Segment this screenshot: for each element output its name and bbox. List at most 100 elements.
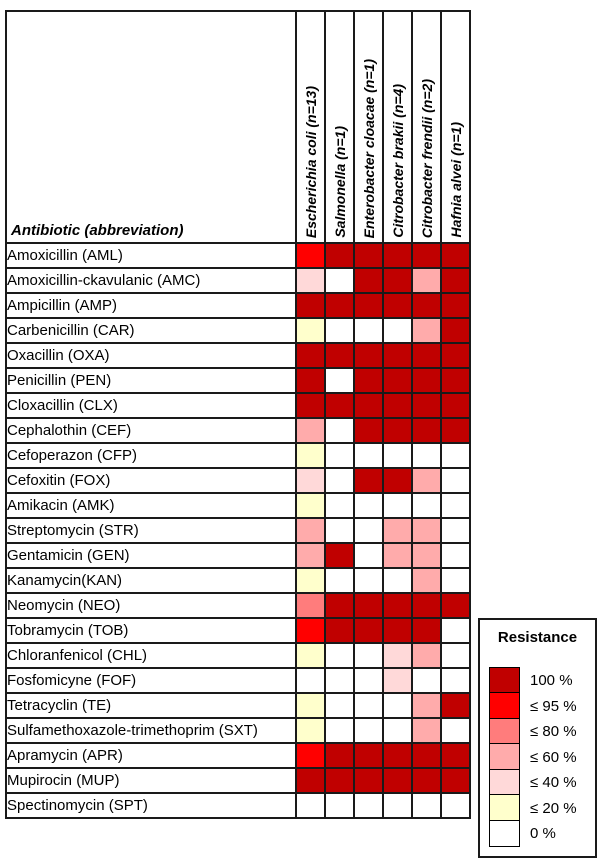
- resistance-cell: [295, 567, 326, 594]
- resistance-cell: [440, 717, 471, 744]
- resistance-cell: [440, 242, 471, 269]
- resistance-cell: [324, 692, 355, 719]
- resistance-cell: [382, 717, 413, 744]
- table-row: Apramycin (APR): [5, 742, 471, 769]
- resistance-cell: [440, 667, 471, 694]
- legend-entry: 100 %: [489, 666, 595, 694]
- resistance-cell: [353, 392, 384, 419]
- resistance-cell: [411, 317, 442, 344]
- resistance-cell: [324, 242, 355, 269]
- antibiotic-label: Oxacillin (OXA): [5, 342, 297, 369]
- resistance-cell: [411, 692, 442, 719]
- legend-entry: 0 %: [489, 819, 595, 847]
- resistance-cell: [440, 467, 471, 494]
- legend-title: Resistance: [497, 629, 578, 646]
- table-row: Streptomycin (STR): [5, 517, 471, 544]
- resistance-cell: [324, 367, 355, 394]
- antibiotic-label: Cloxacillin (CLX): [5, 392, 297, 419]
- resistance-cell: [440, 417, 471, 444]
- resistance-cell: [382, 392, 413, 419]
- resistance-cell: [324, 717, 355, 744]
- resistance-cell: [440, 392, 471, 419]
- resistance-cell: [324, 292, 355, 319]
- resistance-cell: [353, 267, 384, 294]
- table-body: Amoxicillin (AML) Amoxicillin-ckavulanic …: [5, 242, 471, 819]
- antibiotic-label: Spectinomycin (SPT): [5, 792, 297, 819]
- resistance-cell: [324, 667, 355, 694]
- resistance-cell: [295, 517, 326, 544]
- resistance-cell: [295, 792, 326, 819]
- resistance-cell: [295, 292, 326, 319]
- resistance-cell: [324, 592, 355, 619]
- legend-swatch: [489, 717, 520, 745]
- resistance-cell: [411, 442, 442, 469]
- header-row: Antibiotic (abbreviation) Escherichia co…: [5, 10, 471, 244]
- resistance-legend: Resistance 100 % ≤ 95 % ≤ 80 % ≤ 60 % ≤ 40 %…: [478, 618, 597, 858]
- resistance-cell: [324, 442, 355, 469]
- legend-label: ≤ 40 %: [530, 774, 577, 792]
- resistance-cell: [324, 267, 355, 294]
- resistance-cell: [382, 417, 413, 444]
- resistance-cell: [411, 392, 442, 419]
- resistance-cell: [324, 392, 355, 419]
- legend-swatch: [489, 794, 520, 821]
- resistance-cell: [324, 342, 355, 369]
- resistance-cell: [295, 642, 326, 669]
- legend-entry: ≤ 80 %: [489, 717, 595, 745]
- antibiotic-label: Cefoperazon (CFP): [5, 442, 297, 469]
- resistance-cell: [324, 767, 355, 794]
- resistance-cell: [411, 642, 442, 669]
- resistance-cell: [382, 542, 413, 569]
- resistance-cell: [411, 342, 442, 369]
- resistance-cell: [295, 342, 326, 369]
- resistance-cell: [411, 267, 442, 294]
- column-header-3: Citrobacter brakii (n=4): [382, 10, 413, 244]
- resistance-cell: [295, 392, 326, 419]
- resistance-cell: [353, 742, 384, 769]
- resistance-cell: [411, 617, 442, 644]
- resistance-cell: [411, 567, 442, 594]
- resistance-cell: [440, 617, 471, 644]
- resistance-cell: [295, 492, 326, 519]
- antibiotic-label: Chloranfenicol (CHL): [5, 642, 297, 669]
- table-row: Tobramycin (TOB): [5, 617, 471, 644]
- resistance-cell: [440, 367, 471, 394]
- table-row: Amoxicillin-ckavulanic (AMC): [5, 267, 471, 294]
- resistance-cell: [440, 292, 471, 319]
- resistance-cell: [382, 567, 413, 594]
- column-header-4: Citrobacter frendii (n=2): [411, 10, 442, 244]
- resistance-cell: [295, 467, 326, 494]
- resistance-cell: [411, 667, 442, 694]
- resistance-cell: [324, 742, 355, 769]
- resistance-cell: [353, 517, 384, 544]
- antibiotic-label: Gentamicin (GEN): [5, 542, 297, 569]
- column-header-label: Hafnia alvei (n=1): [447, 122, 464, 238]
- antibiotic-label: Penicillin (PEN): [5, 367, 297, 394]
- table-row: Kanamycin(KAN): [5, 567, 471, 594]
- resistance-cell: [382, 267, 413, 294]
- resistance-cell: [324, 417, 355, 444]
- column-header-5: Hafnia alvei (n=1): [440, 10, 471, 244]
- antibiotic-label: Cefoxitin (FOX): [5, 467, 297, 494]
- resistance-cell: [295, 367, 326, 394]
- resistance-cell: [440, 692, 471, 719]
- table-row: Cephalothin (CEF): [5, 417, 471, 444]
- table-row: Amikacin (AMK): [5, 492, 471, 519]
- legend-entry: ≤ 95 %: [489, 692, 595, 719]
- resistance-cell: [440, 517, 471, 544]
- resistance-cell: [382, 742, 413, 769]
- legend-swatch: [489, 768, 520, 796]
- legend-label: ≤ 95 %: [530, 697, 577, 715]
- antibiotic-label: Fosfomicyne (FOF): [5, 667, 297, 694]
- resistance-cell: [324, 467, 355, 494]
- table-row: Ampicillin (AMP): [5, 292, 471, 319]
- resistance-cell: [353, 567, 384, 594]
- resistance-cell: [324, 567, 355, 594]
- resistance-cell: [353, 492, 384, 519]
- legend-entry: ≤ 60 %: [489, 743, 595, 770]
- antibiotic-label: Tobramycin (TOB): [5, 617, 297, 644]
- column-header-1: Salmonella (n=1): [324, 10, 355, 244]
- resistance-cell: [295, 267, 326, 294]
- resistance-cell: [411, 792, 442, 819]
